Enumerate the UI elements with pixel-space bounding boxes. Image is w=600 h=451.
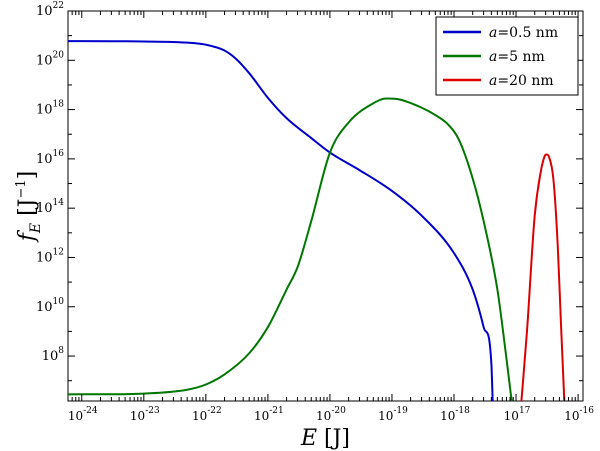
series-line-1 — [68, 40, 494, 401]
y-tick-label: 1016 — [36, 149, 64, 167]
x-tick-label: 1017 — [504, 406, 531, 423]
x-tick-label: 10-21 — [254, 406, 284, 423]
series-layer — [68, 40, 566, 401]
y-axis-ticks: 108 1010 1012 1014 1016 1018 1020 1022 — [36, 1, 583, 382]
legend-label-3: a=20 nm — [489, 73, 554, 89]
x-axis-ticks: 10-24 10-23 10-22 10-21 10-20 10-19 10-18 1017 1… — [67, 11, 594, 423]
x-tick-label: 10-19 — [378, 406, 408, 423]
y-tick-label: 1012 — [36, 247, 64, 265]
y-tick-label: 1014 — [36, 198, 64, 216]
y-tick-label: 108 — [42, 346, 65, 364]
y-tick-label: 1018 — [36, 100, 64, 118]
x-tick-label: 10-23 — [130, 406, 160, 423]
x-tick-label: 10-20 — [316, 406, 346, 423]
x-axis-title: E [J] — [300, 426, 350, 451]
series-line-3 — [520, 153, 566, 401]
x-tick-label: 10-18 — [440, 406, 470, 423]
y-tick-label: 1010 — [36, 297, 64, 315]
series-line-2 — [68, 97, 513, 401]
x-tick-label: 10-22 — [192, 406, 222, 423]
legend: a=0.5 nm a=5 nm a=20 nm — [435, 16, 579, 96]
x-tick-label: 10-16 — [564, 406, 594, 423]
y-tick-label: 1022 — [36, 1, 64, 19]
x-tick-label: 10-24 — [68, 406, 98, 423]
svg-text:E [J]: E [J] — [300, 426, 350, 451]
y-axis-title: fE [J−1] — [14, 171, 44, 244]
y-tick-label: 1020 — [36, 50, 64, 68]
legend-label-1: a=0.5 nm — [489, 25, 558, 41]
svg-text:fE [J−1]: fE [J−1] — [14, 171, 44, 244]
legend-label-2: a=5 nm — [489, 49, 545, 65]
